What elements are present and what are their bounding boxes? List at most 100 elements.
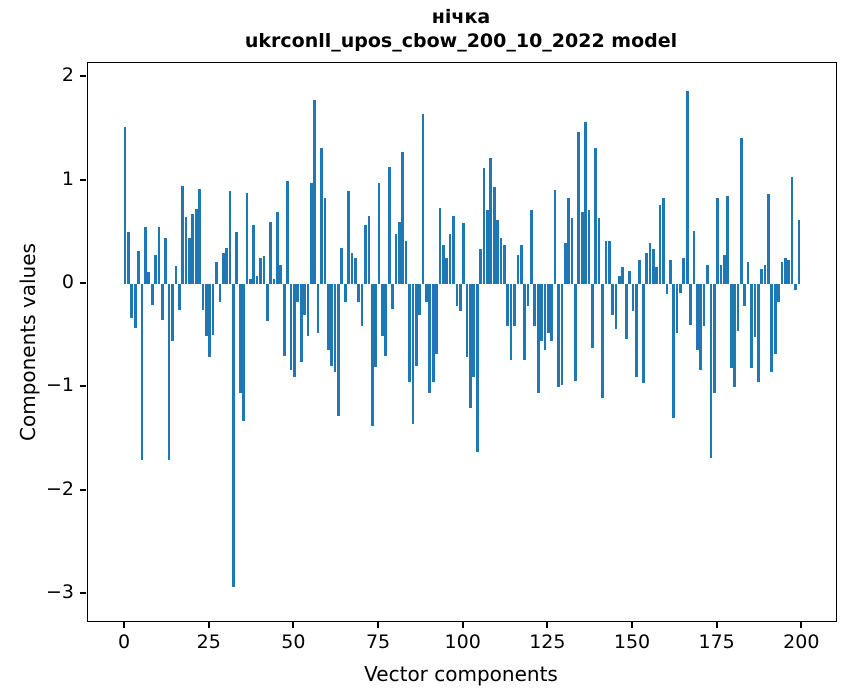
x-tick-label: 25: [196, 631, 221, 653]
bar-component-92: [435, 284, 438, 355]
bar-component-48: [286, 180, 289, 285]
bar-component-108: [489, 158, 493, 285]
bar-component-59: [323, 198, 327, 285]
bar-component-52: [299, 284, 303, 362]
bar-component-170: [699, 284, 703, 370]
bar-component-178: [726, 196, 730, 285]
bar-component-21: [194, 208, 198, 285]
bar-component-18: [184, 216, 188, 285]
bar-component-95: [445, 258, 449, 285]
bar-component-183: [743, 284, 747, 306]
bar-component-42: [265, 284, 269, 322]
bar-component-126: [550, 284, 554, 341]
chart-title-block: нічка ukrconll_upos_cbow_200_10_2022 mod…: [87, 6, 835, 54]
bar-component-134: [577, 132, 581, 285]
bar-component-130: [563, 242, 567, 285]
bar-component-53: [303, 284, 306, 316]
bar-component-174: [712, 284, 716, 393]
x-tick-mark: [800, 622, 803, 628]
bar-component-101: [465, 284, 469, 358]
bar-component-67: [350, 253, 354, 285]
bar-component-185: [750, 284, 753, 368]
bar-component-166: [685, 90, 689, 285]
bar-component-153: [641, 284, 645, 384]
bar-component-14: [171, 284, 174, 341]
bar-component-38: [252, 225, 256, 285]
bar-component-155: [648, 242, 652, 285]
bar-component-0: [123, 127, 127, 285]
bar-component-97: [452, 215, 455, 285]
bar-component-175: [716, 198, 719, 285]
bar-component-186: [753, 284, 757, 337]
bar-component-181: [736, 284, 740, 331]
bar-component-47: [282, 284, 286, 357]
x-tick-label: 0: [118, 631, 131, 653]
x-tick-label: 100: [444, 631, 481, 653]
bar-component-149: [628, 270, 631, 285]
x-tick-mark: [123, 622, 126, 628]
bar-component-41: [262, 256, 266, 285]
bar-component-111: [499, 237, 503, 285]
bar-component-147: [621, 266, 625, 285]
bar-component-66: [347, 191, 350, 285]
x-tick-label: 150: [613, 631, 651, 653]
bar-component-25: [208, 284, 212, 358]
bar-component-177: [723, 255, 726, 285]
x-tick-mark: [377, 622, 380, 628]
bar-component-139: [594, 147, 598, 285]
bar-component-32: [232, 284, 235, 587]
bar-component-192: [773, 284, 777, 355]
y-tick-label: 0: [61, 271, 74, 294]
bar-component-36: [245, 193, 249, 285]
bar-component-161: [668, 260, 672, 285]
bar-component-132: [570, 218, 574, 285]
bar-component-140: [597, 218, 601, 285]
bar-component-110: [496, 220, 499, 285]
bar-component-124: [543, 284, 547, 351]
bar-component-115: [513, 284, 516, 327]
bar-component-60: [326, 284, 330, 351]
bar-component-89: [425, 284, 428, 302]
bar-component-49: [289, 284, 293, 370]
bar-component-102: [469, 284, 472, 409]
bar-component-163: [675, 284, 679, 333]
bar-component-136: [584, 121, 587, 285]
bar-component-44: [272, 278, 276, 285]
bar-component-150: [631, 284, 635, 311]
bar-component-121: [533, 284, 537, 327]
bar-component-31: [228, 191, 232, 285]
bar-component-194: [780, 262, 784, 285]
x-tick-label: 75: [365, 631, 391, 653]
bar-component-56: [313, 100, 317, 285]
bar-component-72: [367, 215, 371, 285]
bar-component-106: [482, 168, 486, 285]
bar-component-141: [601, 284, 604, 398]
bar-component-34: [238, 284, 242, 393]
bar-component-7: [147, 271, 151, 285]
bar-component-165: [682, 258, 686, 285]
bar-component-105: [479, 249, 482, 285]
bar-component-71: [364, 225, 367, 285]
bar-component-45: [276, 211, 279, 285]
y-tick-label: −2: [45, 477, 74, 500]
bar-component-164: [679, 284, 682, 294]
bar-component-119: [526, 284, 530, 306]
bar-component-173: [709, 284, 713, 458]
bar-component-169: [695, 284, 699, 351]
chart-subtitle: ukrconll_upos_cbow_200_10_2022 model: [244, 29, 678, 52]
x-tick-label: 175: [698, 631, 735, 653]
bar-component-22: [198, 189, 201, 285]
bar-component-187: [756, 284, 760, 383]
bar-component-131: [567, 198, 570, 285]
bar-component-78: [387, 167, 391, 285]
bar-component-30: [225, 247, 228, 285]
x-tick-label: 125: [529, 631, 566, 653]
bar-component-133: [574, 284, 577, 382]
bar-component-23: [201, 284, 205, 310]
bar-component-28: [218, 284, 222, 302]
bar-component-33: [235, 232, 239, 285]
bar-component-81: [398, 222, 401, 285]
bar-component-80: [394, 233, 398, 285]
bar-component-11: [160, 284, 164, 321]
bar-component-127: [553, 190, 557, 285]
